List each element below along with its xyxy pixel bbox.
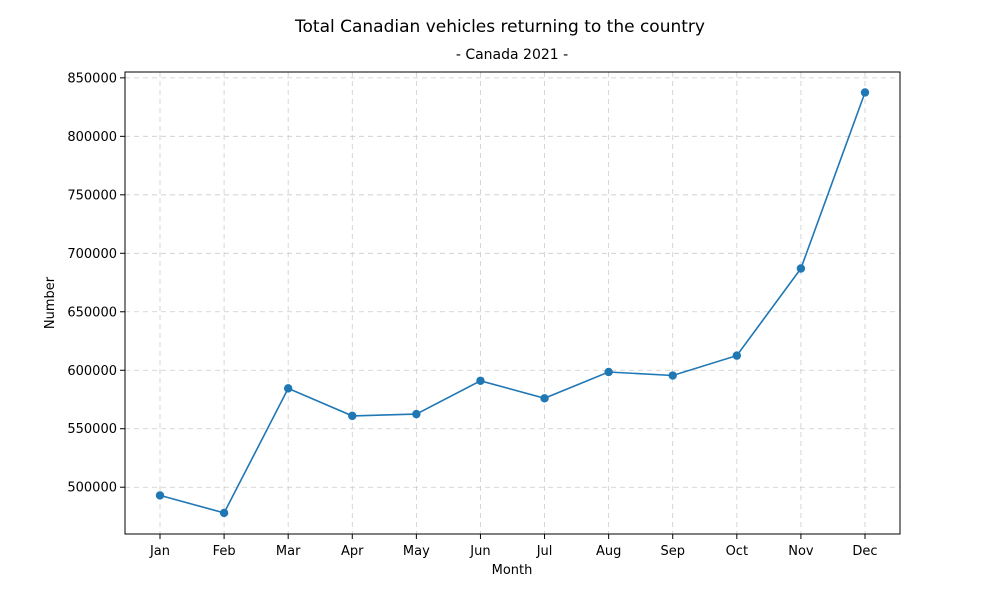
plot-frame [124,71,901,535]
x-axis-ticks: Jan Feb Mar Apr May Jun Jul Aug Sep Oct Nov Dec [149,534,878,559]
y-tick-label: 750000 [67,188,117,203]
data-point-jul [540,394,549,403]
data-point-sep [668,371,677,380]
x-tick-label: Mar [276,544,301,559]
y-tick-label: 600000 [67,364,117,379]
data-point-apr [348,411,357,421]
data-point-nov [796,264,806,273]
x-tick-label: Dec [852,544,877,559]
x-tick-label: Aug [596,544,621,559]
x-tick-label: May [403,544,430,559]
y-axis-ticks: 500000 550000 600000 650000 700000 750000 8000… [67,71,125,496]
y-tick-label: 700000 [67,247,117,262]
x-tick-label: Sep [660,544,685,559]
series-line [159,92,866,514]
x-tick-label: Oct [726,544,748,559]
data-point-jan [155,491,165,500]
y-tick-label: 500000 [67,481,117,496]
x-tick-label: Jun [469,544,490,559]
data-point-jun [476,376,485,385]
y-tick-label: 650000 [67,305,117,320]
data-point-mar [283,384,293,393]
x-tick-label: Jan [149,544,170,559]
x-axis-label: Month [492,563,533,578]
data-point-may [412,409,421,419]
data-point-oct [732,351,742,360]
grid [125,72,900,534]
y-axis-label: Number [43,276,58,329]
chart-subtitle: - Canada 2021 - [456,47,568,63]
y-tick-label: 850000 [67,71,117,86]
x-tick-label: Nov [788,544,814,559]
data-point-dec [860,88,870,97]
y-tick-label: 800000 [67,130,117,145]
series-layer [155,88,870,518]
chart-title: Total Canadian vehicles returning to the… [294,17,705,37]
x-tick-label: Apr [341,544,364,559]
y-tick-label: 550000 [67,422,117,437]
data-point-feb [219,508,229,518]
x-tick-label: Feb [213,544,236,559]
x-tick-label: Jul [536,544,553,559]
data-point-aug [604,367,613,377]
